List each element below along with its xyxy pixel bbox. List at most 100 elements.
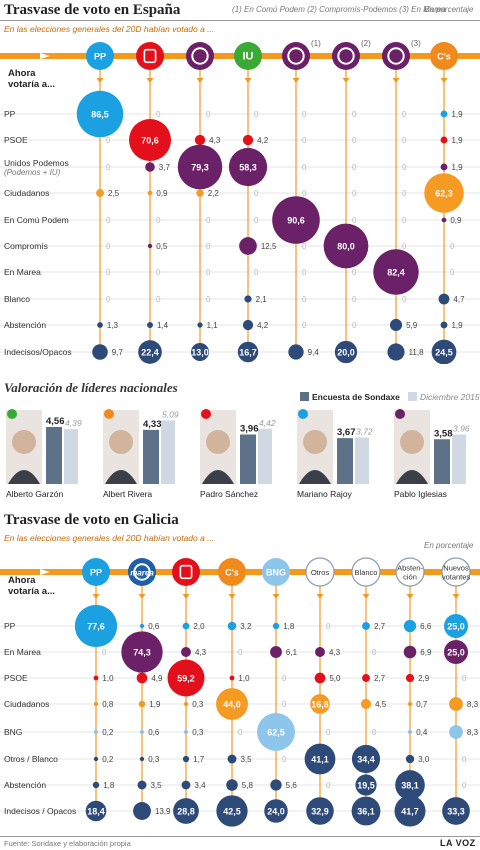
party-badge-icon xyxy=(7,409,17,419)
value-label: 59,2 xyxy=(177,674,195,684)
bar-value-december: 3,72 xyxy=(356,427,373,437)
source-note: Fuente: Sondaxe y elaboración propia xyxy=(4,839,131,848)
icon-disc xyxy=(172,558,200,586)
value-label: 0 xyxy=(352,216,357,225)
value-label: 0 xyxy=(302,189,307,198)
value-bubble xyxy=(310,694,330,714)
value-bubble xyxy=(362,674,370,682)
value-label: 0 xyxy=(254,189,259,198)
bar-december xyxy=(161,420,175,484)
value-label: 0 xyxy=(372,728,377,737)
value-label: 2,9 xyxy=(418,674,430,683)
value-label: 1,4 xyxy=(157,321,169,330)
value-bubble xyxy=(323,223,369,269)
value-label: 3,2 xyxy=(240,622,252,631)
bar-value-sondaxe: 4,33 xyxy=(143,419,162,430)
column-icon-3: IU xyxy=(234,42,262,70)
leader-1: 4,335,09 Albert Rivera xyxy=(103,409,179,499)
value-label: 0 xyxy=(254,268,259,277)
value-label: 0 xyxy=(302,295,307,304)
value-bubble xyxy=(440,321,448,329)
column-icon-5: (2) xyxy=(332,39,371,70)
column-arrowhead xyxy=(392,78,400,83)
value-label: 0 xyxy=(402,136,407,145)
value-label: 0,7 xyxy=(416,700,428,709)
value-bubble xyxy=(239,237,257,255)
row-label: Ciudadanos xyxy=(4,699,49,709)
value-label: 6,1 xyxy=(286,648,298,657)
value-label: 25,0 xyxy=(447,622,465,632)
value-label: 0 xyxy=(462,755,467,764)
icon-text: PP xyxy=(94,52,106,62)
footer-rule xyxy=(0,836,480,837)
column-icon-6: Blanco xyxy=(351,557,381,587)
value-label: 0 xyxy=(238,728,243,737)
bar-december xyxy=(452,434,466,484)
value-label: 0 xyxy=(372,648,377,657)
icon-disc xyxy=(186,42,214,70)
value-bubble xyxy=(407,701,413,707)
value-bubble xyxy=(244,295,252,303)
value-label: 9,4 xyxy=(308,348,320,357)
leader-suit xyxy=(202,470,234,484)
bar-value-sondaxe: 4,56 xyxy=(46,416,65,427)
value-label: 62,3 xyxy=(435,189,453,199)
value-label: 0,6 xyxy=(148,622,160,631)
value-bubble xyxy=(405,754,415,764)
value-label: 0 xyxy=(106,295,111,304)
value-bubble xyxy=(93,729,99,735)
value-label: 24,5 xyxy=(435,348,453,358)
value-bubble xyxy=(449,725,463,739)
column-arrowhead xyxy=(272,594,280,599)
value-label: 0 xyxy=(302,268,307,277)
value-bubble xyxy=(147,322,153,328)
icon-ring xyxy=(337,47,355,65)
value-label: 0 xyxy=(402,110,407,119)
value-bubble xyxy=(257,713,295,751)
spain-title-rule xyxy=(0,20,480,21)
origin-arrow xyxy=(40,53,50,59)
value-bubble xyxy=(227,621,237,631)
icon-text: IU xyxy=(243,51,254,63)
value-label: 0 xyxy=(156,216,161,225)
value-bubble xyxy=(216,795,248,827)
row-label: PP xyxy=(4,621,16,631)
row-label: Ciudadanos xyxy=(4,188,49,198)
icon-label: ción xyxy=(403,573,417,582)
value-bubble xyxy=(405,673,415,683)
value-label: 0 xyxy=(206,110,211,119)
value-bubble xyxy=(133,802,151,820)
column-arrowhead xyxy=(138,594,146,599)
value-label: 8,3 xyxy=(467,700,479,709)
galicia-title: Trasvase de voto en Galicia xyxy=(4,512,179,528)
value-bubble xyxy=(74,604,118,648)
icon-ring xyxy=(191,47,209,65)
icon-disc xyxy=(82,558,110,586)
value-label: 58,3 xyxy=(239,163,257,173)
value-label: 1,0 xyxy=(238,674,250,683)
value-bubble xyxy=(190,342,210,362)
column-icon-4: BNG xyxy=(262,558,290,586)
value-label: 11,8 xyxy=(409,348,425,357)
column-icon-7: C's xyxy=(430,42,458,70)
value-label: 0 xyxy=(254,110,259,119)
galicia-units: En porcentaje xyxy=(424,541,474,550)
value-label: 0 xyxy=(282,755,287,764)
row-label: Abstención xyxy=(4,320,46,330)
value-bubble xyxy=(145,162,155,172)
column-arrowhead xyxy=(146,78,154,83)
legend-december: Diciembre 2015 xyxy=(408,392,480,402)
value-bubble xyxy=(389,318,403,332)
value-bubble xyxy=(272,622,280,630)
value-label: 0 xyxy=(254,216,259,225)
row-label: En Comú Podem xyxy=(4,215,69,225)
value-label: 41,7 xyxy=(401,807,419,817)
icon-disc xyxy=(430,42,458,70)
column-icon-0: PP xyxy=(86,42,114,70)
column-icon-2 xyxy=(172,558,200,586)
value-label: 1,7 xyxy=(193,755,205,764)
value-bubble xyxy=(442,797,470,825)
value-label: 0 xyxy=(302,163,307,172)
value-label: 0 xyxy=(106,136,111,145)
row-sublabel: (Podemos + IU) xyxy=(4,168,61,177)
